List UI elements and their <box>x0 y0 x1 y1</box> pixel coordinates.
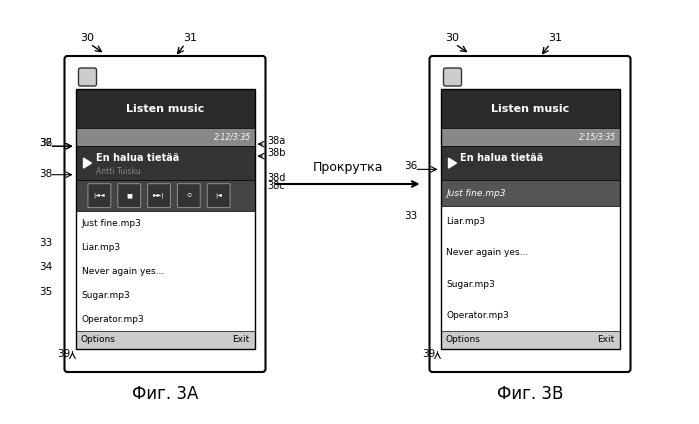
Text: 30: 30 <box>80 33 94 43</box>
Text: Operator.mp3: Operator.mp3 <box>447 311 510 320</box>
Text: 32: 32 <box>40 138 52 148</box>
Bar <box>75 331 254 349</box>
Bar <box>75 180 254 211</box>
Bar <box>75 146 254 180</box>
FancyBboxPatch shape <box>178 184 201 207</box>
Bar <box>440 331 619 349</box>
Text: Прокрутка: Прокрутка <box>312 162 383 175</box>
Text: En halua tietää: En halua tietää <box>96 153 179 163</box>
Text: Listen music: Listen music <box>126 103 204 114</box>
Text: 31: 31 <box>548 33 562 43</box>
Text: Фиг. 3В: Фиг. 3В <box>497 385 563 403</box>
Bar <box>75 128 254 146</box>
Text: Never again yes...: Never again yes... <box>82 267 164 276</box>
Text: 36: 36 <box>405 162 418 171</box>
Text: |◄◄: |◄◄ <box>94 193 105 198</box>
FancyBboxPatch shape <box>88 184 111 207</box>
Text: ■: ■ <box>127 193 132 198</box>
Text: Sugar.mp3: Sugar.mp3 <box>447 279 496 289</box>
Text: 38a: 38a <box>268 136 286 146</box>
Text: ►►|: ►►| <box>153 193 165 198</box>
Text: Фиг. 3А: Фиг. 3А <box>132 385 199 403</box>
Text: 34: 34 <box>40 262 52 273</box>
Text: |◄: |◄ <box>215 193 222 198</box>
Text: ⊙: ⊙ <box>186 193 192 198</box>
Text: 39: 39 <box>57 349 71 359</box>
Text: 38: 38 <box>40 169 52 179</box>
FancyBboxPatch shape <box>429 56 630 372</box>
Text: 31: 31 <box>183 33 197 43</box>
Text: Sugar.mp3: Sugar.mp3 <box>82 290 130 300</box>
FancyBboxPatch shape <box>208 184 230 207</box>
FancyBboxPatch shape <box>443 68 461 86</box>
Text: Exit: Exit <box>597 335 614 344</box>
Text: Listen music: Listen music <box>491 103 569 114</box>
Text: Operator.mp3: Operator.mp3 <box>82 315 144 324</box>
Text: Never again yes...: Never again yes... <box>447 248 528 257</box>
FancyBboxPatch shape <box>64 56 266 372</box>
Bar <box>440 89 619 128</box>
Text: Just fine.mp3: Just fine.mp3 <box>82 219 141 228</box>
Text: Antti Tuisku: Antti Tuisku <box>96 167 140 176</box>
Text: 38d: 38d <box>268 173 286 183</box>
Polygon shape <box>449 158 456 168</box>
Bar <box>75 89 254 349</box>
Text: 39: 39 <box>422 349 435 359</box>
Text: En halua tietää: En halua tietää <box>461 153 544 163</box>
Polygon shape <box>83 158 92 168</box>
Text: 2:12/3:35: 2:12/3:35 <box>215 133 252 142</box>
FancyBboxPatch shape <box>78 68 96 86</box>
Text: Exit: Exit <box>232 335 250 344</box>
Text: Options: Options <box>80 335 115 344</box>
Text: 33: 33 <box>405 211 418 221</box>
Text: 30: 30 <box>445 33 459 43</box>
Text: 33: 33 <box>40 238 52 248</box>
Text: Just fine.mp3: Just fine.mp3 <box>447 189 506 198</box>
Bar <box>75 89 254 128</box>
Text: 38b: 38b <box>268 148 286 158</box>
Text: 2:15/3:35: 2:15/3:35 <box>579 133 617 142</box>
Text: Options: Options <box>445 335 480 344</box>
Text: 36: 36 <box>40 138 52 148</box>
Text: Liar.mp3: Liar.mp3 <box>82 243 121 251</box>
Text: Liar.mp3: Liar.mp3 <box>447 217 486 226</box>
Text: 38c: 38c <box>268 181 285 191</box>
FancyBboxPatch shape <box>117 184 140 207</box>
Bar <box>440 89 619 349</box>
Bar <box>440 128 619 146</box>
Bar <box>440 180 619 206</box>
Text: 35: 35 <box>40 287 52 297</box>
FancyBboxPatch shape <box>147 184 171 207</box>
Bar <box>440 146 619 180</box>
